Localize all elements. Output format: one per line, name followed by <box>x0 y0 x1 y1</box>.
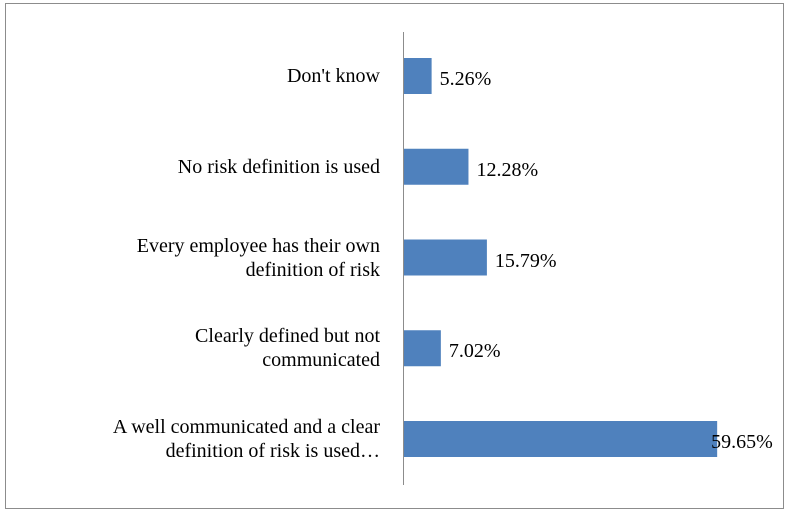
bar <box>404 58 432 94</box>
category-label: Every employee has their own definition … <box>136 234 380 281</box>
value-label: 59.65% <box>711 431 773 453</box>
value-label: 15.79% <box>494 249 557 272</box>
bar <box>404 239 487 276</box>
category-label: A well communicated and a clear definiti… <box>112 416 380 462</box>
chart-frame <box>5 3 784 509</box>
category-label: Clearly defined but not communicated <box>195 325 380 372</box>
value-label: 7.02% <box>448 340 501 363</box>
bar <box>404 330 441 367</box>
bar <box>404 148 469 185</box>
value-label: 5.26% <box>439 68 492 90</box>
category-label: No risk definition is used <box>177 155 380 178</box>
value-label: 12.28% <box>476 158 539 181</box>
category-label: Don't know <box>286 65 380 87</box>
bar <box>404 421 718 457</box>
